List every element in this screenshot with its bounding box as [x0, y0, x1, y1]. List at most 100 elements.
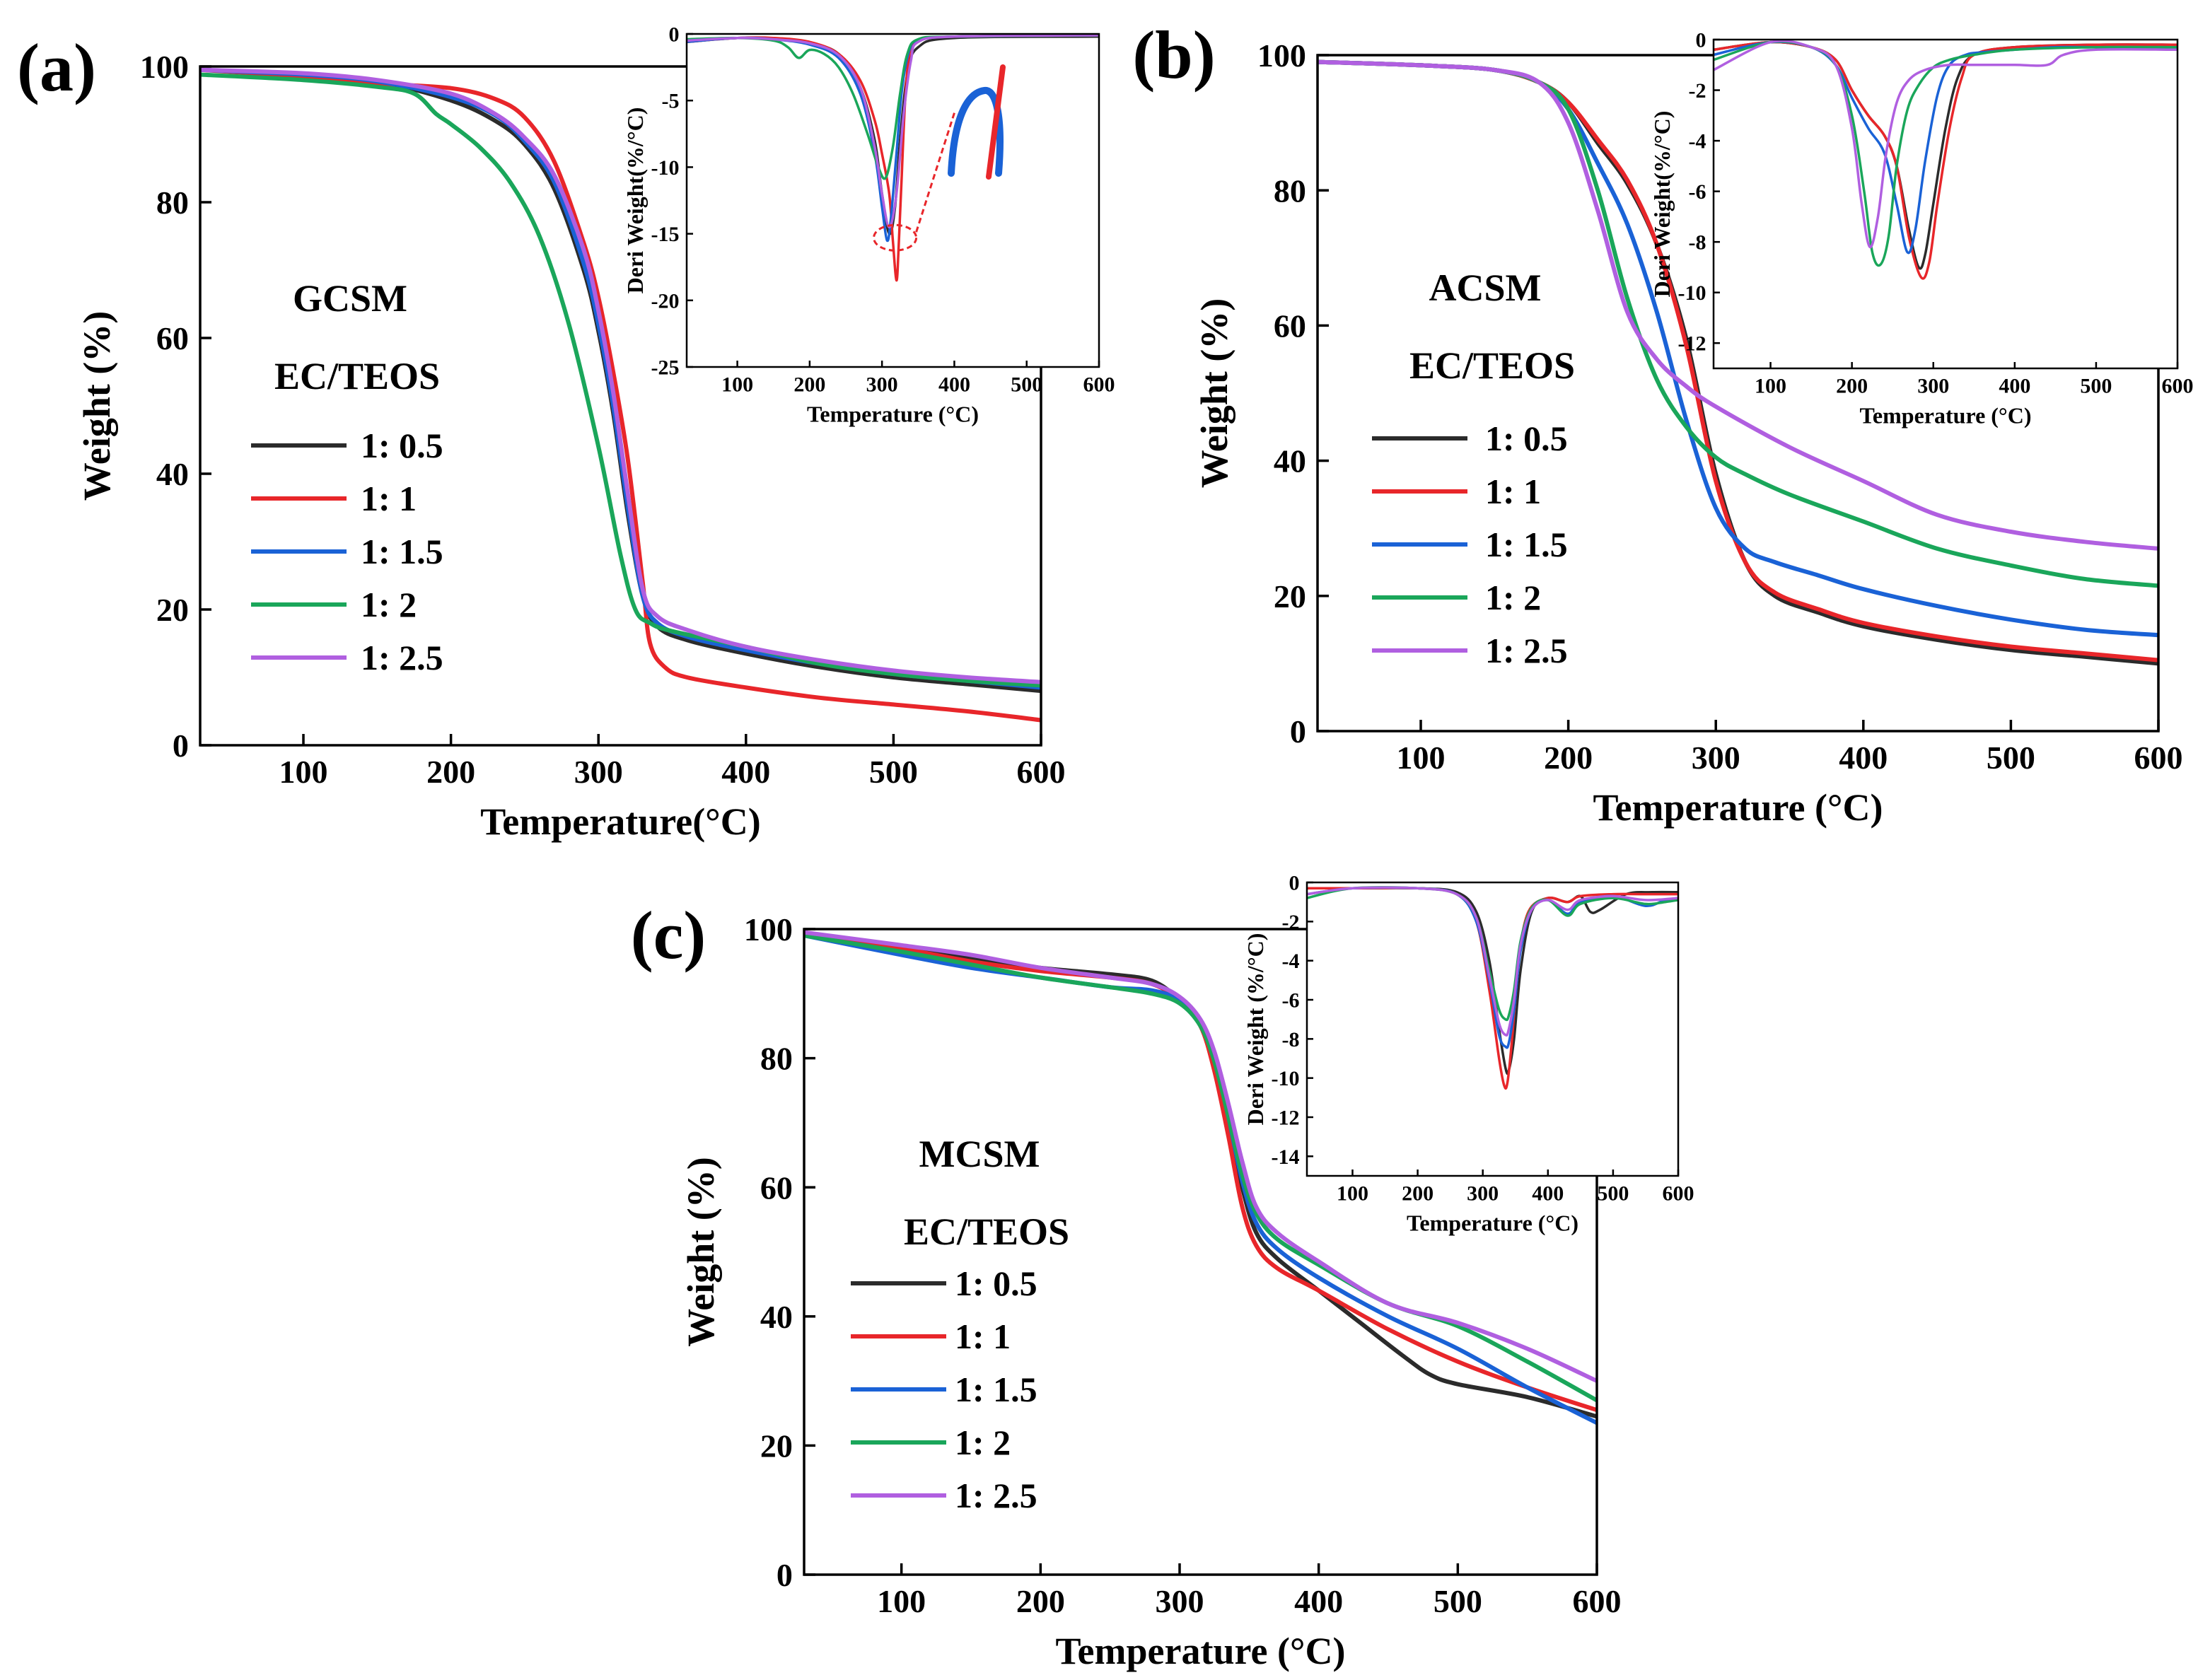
inset-b-y-tick-label: -6 — [1689, 180, 1706, 204]
panel-c-x-tick-label: 500 — [1434, 1583, 1482, 1619]
zoom-connector — [915, 111, 956, 233]
inset-b-series-line-2 — [1714, 40, 2177, 280]
panel-a-x-tick-label: 600 — [1017, 754, 1066, 790]
inset-a-x-tick-label: 100 — [721, 373, 753, 397]
panel-label: (b) — [1132, 17, 1215, 93]
inset-c-series-line-1 — [1307, 887, 1678, 1075]
panel-label: (a) — [17, 30, 96, 105]
panel-label: (c) — [631, 897, 706, 973]
panel-b-y-axis-label: Weight (%) — [1193, 298, 1235, 488]
legend-label-3: 1: 1.5 — [361, 532, 443, 571]
panel-b-y-tick-label: 40 — [1274, 443, 1306, 479]
panel-a-series-line-5 — [200, 67, 1041, 684]
panel-b-x-tick-label: 600 — [2134, 740, 2183, 776]
inset-a-axes-frame — [685, 33, 1100, 368]
panel-c-x-tick-label: 400 — [1294, 1583, 1343, 1619]
inset-b-y-tick-label: -2 — [1689, 79, 1706, 103]
inset-b-x-tick-label: 500 — [2080, 375, 2112, 398]
legend-title: GCSM — [293, 277, 407, 320]
legend-label-5: 1: 2.5 — [1485, 631, 1568, 670]
inset-c-x-tick-label: 300 — [1467, 1182, 1499, 1206]
legend-title: MCSM — [919, 1133, 1040, 1175]
inset-c-x-tick-label: 200 — [1402, 1182, 1434, 1206]
inset-a-y-tick-label: -15 — [651, 223, 680, 246]
panel-a-x-tick-label: 300 — [574, 754, 623, 790]
inset-c-y-tick-label: -2 — [1282, 911, 1300, 934]
inset-a-y-tick-label: 0 — [669, 23, 680, 47]
inset-a-x-tick-label: 600 — [1083, 373, 1115, 397]
legend-label-1: 1: 0.5 — [1485, 419, 1568, 458]
panel-b-series-line-5 — [1318, 59, 2158, 551]
inset-background — [1307, 882, 1678, 1176]
zoom-circle — [873, 223, 918, 252]
panel-a-y-tick-label: 20 — [156, 592, 189, 628]
inset-a-x-tick-label: 500 — [1011, 373, 1042, 397]
legend-label-5: 1: 2.5 — [361, 638, 443, 677]
inset-c-x-tick-label: 600 — [1663, 1182, 1694, 1206]
panel-c-x-tick-label: 100 — [877, 1583, 926, 1619]
legend-label-4: 1: 2 — [1485, 578, 1541, 617]
panel-c-y-tick-label: 20 — [760, 1428, 793, 1464]
panel-a-y-axis-label: Weight (%) — [76, 311, 118, 501]
inset-c-axes-frame — [1306, 881, 1680, 1177]
inset-a-x-tick-label: 200 — [793, 373, 825, 397]
legend-label-1: 1: 0.5 — [955, 1264, 1037, 1303]
panel-c-y-tick-label: 60 — [760, 1169, 793, 1206]
inset-b-y-tick-label: -12 — [1678, 332, 1706, 356]
panel-b-y-tick-label: 100 — [1257, 37, 1306, 74]
panel-a-axes-frame — [199, 65, 1042, 747]
legend-subtitle: EC/TEOS — [1409, 344, 1575, 387]
inset-c-y-axis-label: Deri Weight (%/°C) — [1243, 933, 1268, 1126]
panel-a-x-tick-label: 100 — [279, 754, 328, 790]
inset-c-y-tick-label: -8 — [1282, 1028, 1300, 1051]
inset-plot-c: 100 200 300 400 500 600 -14 -12 -10 -8 -6 -4 -2 0 Temp… — [1243, 872, 1694, 1236]
legend-subtitle: EC/TEOS — [274, 355, 440, 397]
panel-a-y-tick-label: 40 — [156, 456, 189, 492]
inset-c-series-line-5 — [1307, 886, 1678, 1037]
inset-b-x-tick-label: 200 — [1836, 375, 1868, 398]
legend-label-5: 1: 2.5 — [955, 1476, 1037, 1515]
panel-a-y-tick-label: 80 — [156, 185, 189, 221]
panel-c-series-line-5 — [804, 930, 1597, 1384]
inset-a-series-line-4 — [687, 34, 1099, 180]
inset-a-y-axis-label: Deri Weight(%/°C) — [622, 107, 648, 294]
inset-b-x-tick-label: 100 — [1755, 375, 1786, 398]
inset-a-x-tick-label: 300 — [866, 373, 898, 397]
panel-c-y-tick-label: 0 — [777, 1557, 793, 1593]
panel-a-x-tick-label: 200 — [426, 754, 475, 790]
panel-b-x-tick-label: 300 — [1692, 740, 1740, 776]
inset-c-y-tick-label: -4 — [1282, 950, 1300, 973]
inset-c-x-tick-label: 400 — [1532, 1182, 1564, 1206]
panel-c-y-tick-label: 80 — [760, 1041, 793, 1077]
inset-c-y-tick-label: -10 — [1272, 1067, 1300, 1090]
inset-b-y-tick-label: -10 — [1678, 281, 1706, 305]
panel-a-series-line-4 — [200, 72, 1041, 688]
inset-a-x-tick-label: 400 — [938, 373, 970, 397]
legend-label-3: 1: 1.5 — [955, 1370, 1037, 1409]
inset-c-y-tick-label: 0 — [1289, 872, 1300, 895]
inset-b-x-tick-label: 600 — [2162, 375, 2194, 398]
inset-a-x-axis-label: Temperature (°C) — [807, 402, 979, 427]
legend-label-2: 1: 1 — [361, 479, 417, 518]
panel-c-y-tick-label: 100 — [744, 911, 793, 947]
panel-b-y-tick-label: 60 — [1274, 308, 1306, 344]
panel-a-x-axis-label: Temperature(°C) — [480, 800, 761, 843]
panel-c-x-tick-label: 300 — [1156, 1583, 1204, 1619]
inset-b-axes-frame — [1712, 38, 2179, 370]
panel-c-x-tick-label: 600 — [1573, 1583, 1622, 1619]
legend-label-4: 1: 2 — [361, 585, 417, 624]
panel-a-y-tick-label: 0 — [173, 728, 189, 764]
legend-label-2: 1: 1 — [1485, 472, 1541, 511]
inset-plot-a: 100 200 300 400 500 600 -25 -20 -15 -10 -5 0 Tempera… — [622, 23, 1115, 427]
panel-a-x-tick-label: 500 — [869, 754, 918, 790]
panel-a-x-tick-label: 400 — [721, 754, 770, 790]
panel-b-y-tick-label: 20 — [1274, 578, 1306, 614]
panel-c-x-axis-label: Temperature (°C) — [1055, 1630, 1345, 1672]
legend-label-3: 1: 1.5 — [1485, 525, 1568, 564]
inset-a-y-tick-label: -10 — [651, 156, 680, 180]
inset-b-x-axis-label: Temperature (°C) — [1860, 403, 2032, 428]
panel-c-series-line-2 — [804, 930, 1597, 1413]
panel-b: 100 200 300 400 500 600 0 20 40 60 80 100 Temperatur… — [1132, 17, 2193, 829]
inset-c-y-tick-label: -6 — [1282, 989, 1300, 1013]
inset-c-x-axis-label: Temperature (°C) — [1407, 1211, 1578, 1236]
